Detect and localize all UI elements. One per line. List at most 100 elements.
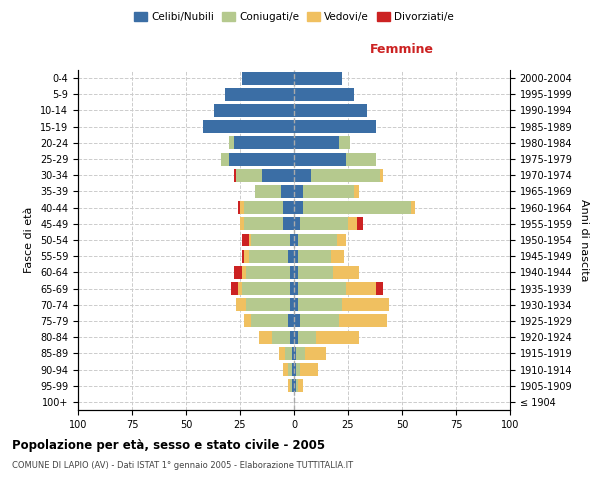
Bar	[286, 347, 292, 360]
Bar	[294, 72, 341, 85]
Bar	[242, 250, 244, 262]
Bar	[221, 152, 229, 166]
Bar	[292, 347, 294, 360]
Bar	[346, 282, 376, 295]
Bar	[233, 266, 242, 279]
Bar	[290, 282, 294, 295]
Bar	[294, 234, 298, 246]
Bar	[283, 201, 294, 214]
Bar	[298, 330, 316, 344]
Y-axis label: Fasce di età: Fasce di età	[25, 207, 34, 273]
Bar	[272, 330, 290, 344]
Bar	[233, 169, 236, 181]
Bar	[262, 169, 294, 181]
Bar	[240, 201, 244, 214]
Bar	[298, 298, 341, 311]
Bar	[259, 330, 272, 344]
Bar	[341, 298, 389, 311]
Text: Popolazione per età, sesso e stato civile - 2005: Popolazione per età, sesso e stato civil…	[12, 440, 325, 452]
Bar	[247, 298, 290, 311]
Bar	[292, 363, 294, 376]
Bar	[244, 250, 248, 262]
Bar	[298, 282, 346, 295]
Bar	[355, 185, 359, 198]
Bar	[290, 266, 294, 279]
Legend: Celibi/Nubili, Coniugati/e, Vedovi/e, Divorziati/e: Celibi/Nubili, Coniugati/e, Vedovi/e, Di…	[130, 8, 458, 26]
Bar	[287, 250, 294, 262]
Bar	[290, 379, 292, 392]
Bar	[294, 347, 296, 360]
Bar	[294, 282, 298, 295]
Bar	[340, 136, 350, 149]
Bar	[290, 330, 294, 344]
Bar	[233, 136, 294, 149]
Bar	[242, 266, 247, 279]
Bar	[294, 266, 298, 279]
Bar	[296, 363, 301, 376]
Bar	[287, 314, 294, 328]
Bar	[244, 314, 251, 328]
Bar	[298, 379, 302, 392]
Bar	[225, 88, 294, 101]
Bar	[229, 136, 233, 149]
Text: Femmine: Femmine	[370, 44, 434, 57]
Bar	[251, 314, 287, 328]
Bar	[294, 314, 301, 328]
Bar	[238, 201, 240, 214]
Bar	[283, 218, 294, 230]
Bar	[242, 72, 294, 85]
Bar	[356, 218, 363, 230]
Bar	[244, 218, 283, 230]
Bar	[287, 363, 292, 376]
Bar	[294, 185, 302, 198]
Bar	[316, 330, 359, 344]
Bar	[294, 88, 355, 101]
Bar	[301, 363, 318, 376]
Bar	[294, 250, 298, 262]
Bar	[238, 282, 242, 295]
Bar	[255, 185, 281, 198]
Bar	[294, 152, 346, 166]
Bar	[296, 379, 298, 392]
Bar	[302, 201, 410, 214]
Y-axis label: Anni di nascita: Anni di nascita	[579, 198, 589, 281]
Bar	[294, 298, 298, 311]
Bar	[301, 314, 340, 328]
Bar	[337, 234, 346, 246]
Bar	[287, 379, 290, 392]
Bar	[248, 234, 251, 246]
Bar	[298, 266, 333, 279]
Bar	[296, 347, 305, 360]
Bar	[340, 314, 387, 328]
Bar	[214, 104, 294, 117]
Bar	[281, 185, 294, 198]
Bar	[294, 218, 301, 230]
Bar	[294, 169, 311, 181]
Bar	[279, 347, 286, 360]
Bar	[376, 282, 383, 295]
Text: COMUNE DI LAPIO (AV) - Dati ISTAT 1° gennaio 2005 - Elaborazione TUTTITALIA.IT: COMUNE DI LAPIO (AV) - Dati ISTAT 1° gen…	[12, 461, 353, 470]
Bar	[346, 152, 376, 166]
Bar	[294, 363, 296, 376]
Bar	[348, 218, 356, 230]
Bar	[242, 234, 248, 246]
Bar	[244, 201, 283, 214]
Bar	[290, 298, 294, 311]
Bar	[298, 250, 331, 262]
Bar	[311, 169, 380, 181]
Bar	[247, 266, 290, 279]
Bar	[294, 104, 367, 117]
Bar	[294, 379, 296, 392]
Bar	[236, 169, 262, 181]
Bar	[240, 218, 244, 230]
Bar	[203, 120, 294, 133]
Bar	[294, 136, 340, 149]
Bar	[294, 201, 302, 214]
Bar	[305, 347, 326, 360]
Bar	[248, 250, 287, 262]
Bar	[251, 234, 290, 246]
Bar	[229, 152, 294, 166]
Bar	[410, 201, 415, 214]
Bar	[283, 363, 287, 376]
Bar	[302, 185, 355, 198]
